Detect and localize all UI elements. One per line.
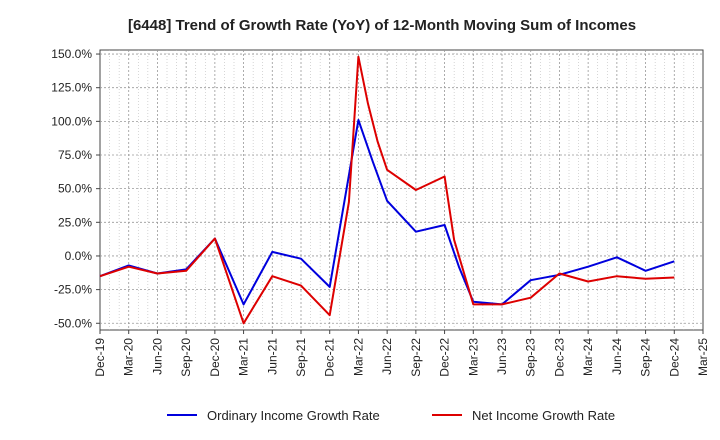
y-tick-label: -50.0% <box>54 316 92 330</box>
x-tick-label: Jun-21 <box>265 338 279 375</box>
series-lines <box>99 55 675 325</box>
legend: Ordinary Income Growth Rate Net Income Gr… <box>167 408 615 423</box>
chart-title: [6448] Trend of Growth Rate (YoY) of 12-… <box>128 17 636 34</box>
x-tick-label: Sep-24 <box>639 338 653 377</box>
x-tick-label: Dec-23 <box>552 338 566 377</box>
y-tick-label: 75.0% <box>58 148 92 162</box>
x-tick-label: Dec-24 <box>667 338 681 377</box>
series-line <box>99 55 675 325</box>
y-tick-label: 150.0% <box>51 47 92 61</box>
y-tick-label: 50.0% <box>58 182 92 196</box>
x-tick-label: Jun-24 <box>610 338 624 375</box>
x-tick-label: Dec-22 <box>438 338 452 377</box>
x-tick-label: Mar-23 <box>466 338 480 376</box>
plot-frame <box>99 49 704 331</box>
y-tick-label: -25.0% <box>54 283 92 297</box>
x-tick-label: Mar-21 <box>237 338 251 376</box>
legend-label: Net Income Growth Rate <box>472 408 615 423</box>
y-tick-label: 125.0% <box>51 81 92 95</box>
x-tick-label: Jun-20 <box>150 338 164 375</box>
x-tick-label: Sep-23 <box>524 338 538 377</box>
y-tick-label: 25.0% <box>58 215 92 229</box>
y-axis: 150.0% 125.0% 100.0% 75.0% 50.0% 25.0% 0.0% -25… <box>51 47 100 330</box>
x-tick-label: Mar-25 <box>696 338 710 376</box>
x-axis: Dec-19 Mar-20 Jun-20 Sep-20 Dec-20 Mar-21 Jun-… <box>93 330 710 377</box>
y-tick-label: 0.0% <box>65 249 93 263</box>
x-tick-label: Dec-21 <box>323 338 337 377</box>
x-tick-label: Mar-20 <box>122 338 136 376</box>
x-tick-label: Jun-22 <box>380 338 394 375</box>
x-tick-label: Jun-23 <box>495 338 509 375</box>
x-tick-label: Sep-20 <box>179 338 193 377</box>
x-tick-label: Dec-20 <box>208 338 222 377</box>
x-tick-label: Sep-22 <box>409 338 423 377</box>
x-tick-label: Dec-19 <box>93 338 107 377</box>
x-tick-label: Sep-21 <box>294 338 308 377</box>
plot-area <box>99 49 704 331</box>
x-tick-label: Mar-22 <box>351 338 365 376</box>
y-tick-label: 100.0% <box>51 114 92 128</box>
legend-label: Ordinary Income Growth Rate <box>207 408 380 423</box>
x-tick-label: Mar-24 <box>581 338 595 376</box>
